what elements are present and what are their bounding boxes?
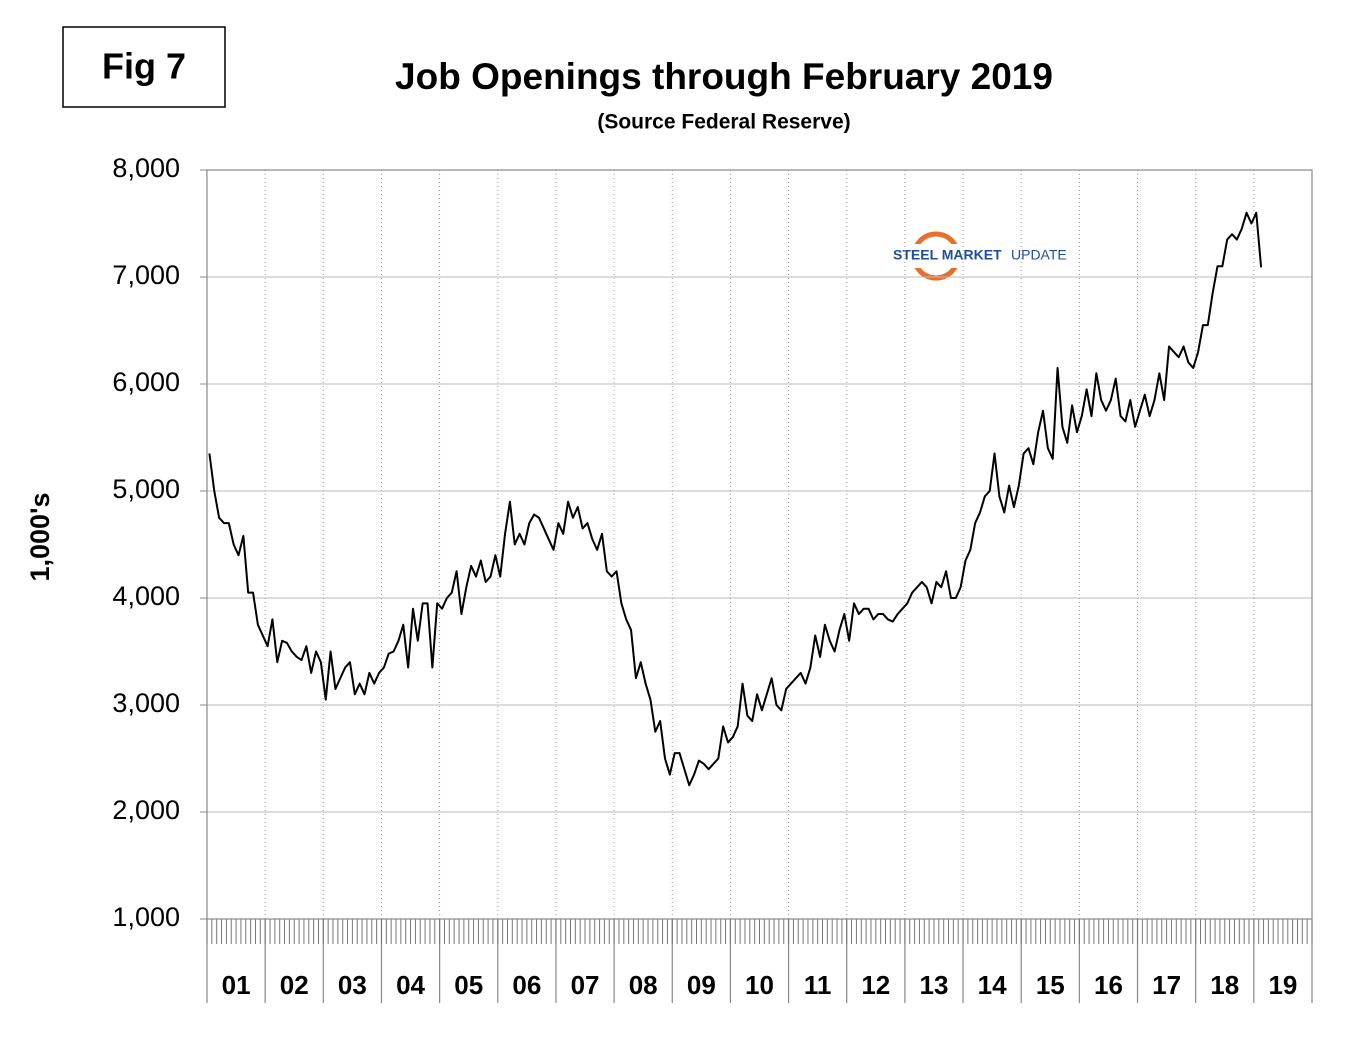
x-tick-label: 04 <box>396 970 425 1000</box>
x-tick-label: 12 <box>861 970 890 1000</box>
y-tick-label: 6,000 <box>112 367 180 397</box>
x-tick-label: 07 <box>571 970 600 1000</box>
x-tick-label: 11 <box>804 970 832 1000</box>
logo-backdrop <box>890 244 1070 268</box>
y-tick-label: 4,000 <box>112 581 180 611</box>
x-tick-label: 18 <box>1210 970 1239 1000</box>
x-tick-label: 15 <box>1036 970 1065 1000</box>
x-tick-label: 08 <box>629 970 658 1000</box>
x-tick-label: 16 <box>1094 970 1123 1000</box>
y-tick-label: 2,000 <box>112 795 180 825</box>
x-tick-label: 05 <box>454 970 483 1000</box>
figure-label-box <box>62 26 226 108</box>
x-tick-label: 03 <box>338 970 367 1000</box>
x-tick-label: 01 <box>222 970 251 1000</box>
x-tick-label: 19 <box>1268 970 1297 1000</box>
chart-subtitle: (Source Federal Reserve) <box>597 111 850 134</box>
logo: STEEL MARKET UPDATE <box>890 231 1070 281</box>
y-tick-label: 8,000 <box>112 153 180 183</box>
figure-label: Fig 7 <box>102 46 186 87</box>
x-tick-label: 09 <box>687 970 716 1000</box>
x-tick-label: 02 <box>280 970 309 1000</box>
x-tick-label: 17 <box>1152 970 1181 1000</box>
x-tick-label: 06 <box>512 970 541 1000</box>
plot-border <box>206 169 1313 920</box>
y-tick-label: 1,000 <box>112 902 180 932</box>
y-axis-label: 1,000's <box>25 492 55 581</box>
logo-text-bold: STEEL MARKET <box>893 247 1002 263</box>
y-tick-label: 3,000 <box>112 688 180 718</box>
x-tick-label: 10 <box>745 970 774 1000</box>
chart-title: Job Openings through February 2019 <box>395 56 1053 97</box>
y-tick-label: 5,000 <box>112 474 180 504</box>
x-tick-label: 13 <box>920 970 949 1000</box>
data-line <box>208 211 1263 787</box>
x-tick-label: 14 <box>978 970 1007 1000</box>
logo-text-light: UPDATE <box>1011 247 1067 263</box>
y-tick-label: 7,000 <box>112 260 180 290</box>
